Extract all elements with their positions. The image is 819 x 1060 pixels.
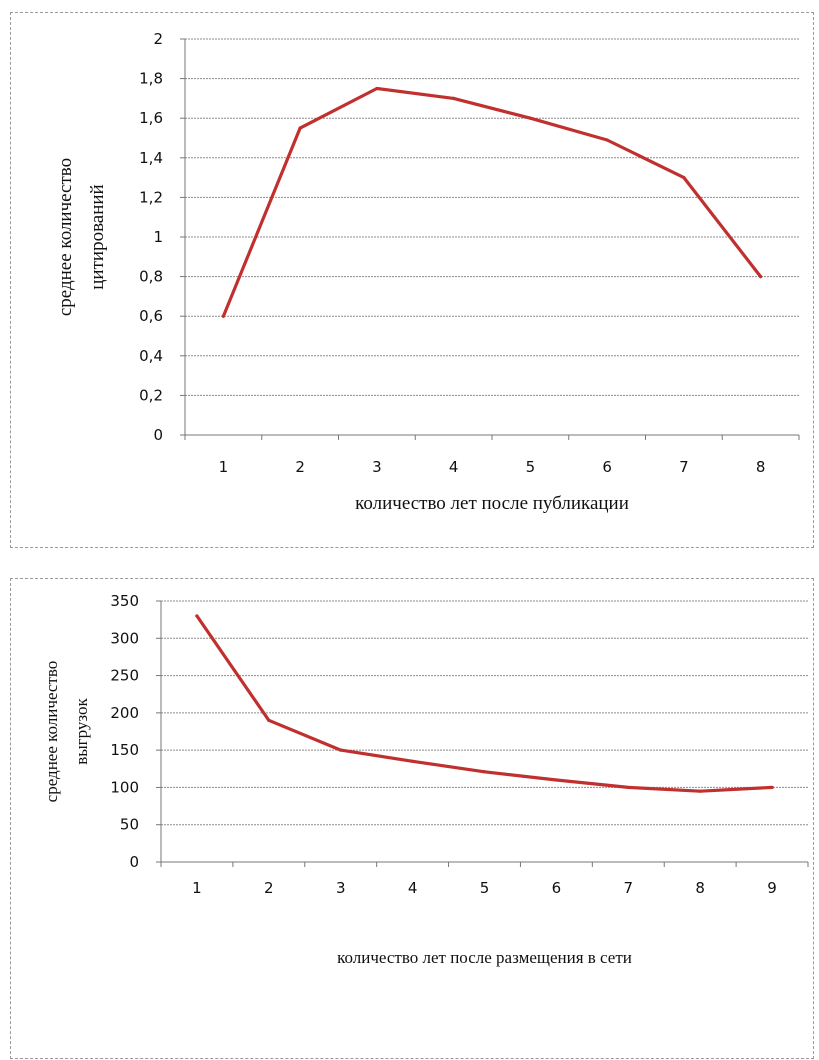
y-tick-label: 50 [120,816,139,834]
y-tick-label: 200 [110,704,139,722]
series-line [221,86,763,318]
data-point [482,770,487,774]
citations-chart-svg: 0 0,2 0,4 0,6 0,8 1 1,2 1,4 1,6 1,8 2 1 2 3 4 5 6 7 8 колич… [55,30,800,514]
y-tick-label: 1,2 [139,188,163,206]
x-tick-label: 2 [295,458,305,476]
y-axis-title-line: выгрузок [72,697,91,764]
data-point [626,785,630,790]
data-point [298,126,302,130]
y-axis-title-line: среднее количество [42,661,61,803]
x-tick-label: 4 [449,458,459,476]
y-tick-label: 350 [110,592,139,610]
y-tick-label: 0,6 [139,307,163,325]
data-point [759,275,763,279]
x-tick-label: 5 [526,458,536,476]
x-tick-label: 1 [219,458,229,476]
x-tick-label: 3 [336,879,346,897]
x-tick-label: 5 [480,879,490,897]
y-tick-label: 1 [153,228,163,246]
y-tick-label: 250 [110,667,139,685]
x-tick-label: 9 [767,879,777,897]
y-tick-label: 0,8 [139,268,163,286]
data-point [452,96,456,100]
data-point [375,86,379,91]
x-tick-label: 8 [756,458,766,476]
x-tick-label: 2 [264,879,274,897]
x-axis-title: количество лет после публикации [355,493,629,514]
y-tick-label: 0 [129,853,139,871]
data-point [528,116,532,120]
x-tick-label: 6 [552,879,562,897]
y-tick-label: 2 [153,30,163,48]
y-tick-label: 150 [110,741,139,759]
citations-chart: 0 0,2 0,4 0,6 0,8 1 1,2 1,4 1,6 1,8 2 1 2 3 4 5 6 7 8 колич… [10,12,814,548]
y-tick-label: 1,6 [139,109,163,127]
data-point [554,778,558,782]
x-tick-label: 1 [192,879,202,897]
data-point [221,314,225,318]
y-tick-label: 0,2 [139,386,163,404]
x-tick-label: 3 [372,458,382,476]
downloads-chart-svg: 0 50 100 150 200 250 300 350 1 2 3 4 5 6 7 8 9 количество… [42,592,809,967]
data-point [698,789,702,793]
x-axis-title: количество лет после размещения в сети [337,948,632,967]
data-point [770,785,774,790]
data-point [195,614,199,618]
y-tick-label: 1,4 [139,149,163,167]
x-tick-label: 8 [695,879,705,897]
x-tick-label: 7 [624,879,634,897]
y-tick-label: 0 [153,426,163,444]
y-tick-label: 1,8 [139,70,163,88]
data-point [339,748,343,752]
data-point [267,718,271,722]
downloads-chart: 0 50 100 150 200 250 300 350 1 2 3 4 5 6 7 8 9 количество… [10,578,814,1059]
x-tick-label: 7 [679,458,689,476]
x-tick-label: 4 [408,879,418,897]
y-axis-title-line: среднее количество [55,158,76,316]
x-tick-label: 6 [602,458,612,476]
data-point [682,176,686,180]
data-point [605,138,609,142]
y-axis-title-line: цитирований [87,184,108,289]
data-point [411,759,415,763]
y-tick-label: 100 [110,778,139,796]
series-line [195,614,774,793]
y-tick-label: 0,4 [139,347,163,365]
y-tick-label: 300 [110,629,139,647]
